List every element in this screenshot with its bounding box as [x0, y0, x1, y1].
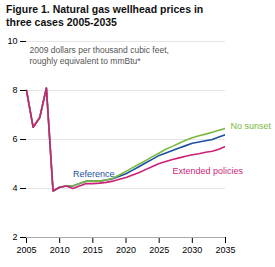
svg-text:10: 10 [7, 36, 17, 46]
svg-text:8: 8 [12, 85, 17, 95]
svg-text:2025: 2025 [149, 245, 169, 255]
svg-text:2030: 2030 [182, 245, 202, 255]
svg-text:2: 2 [12, 232, 17, 242]
svg-text:2035: 2035 [215, 245, 235, 255]
svg-text:2010: 2010 [50, 245, 70, 255]
svg-text:No sunset: No sunset [231, 121, 272, 131]
svg-text:6: 6 [12, 134, 17, 144]
svg-text:4: 4 [12, 183, 17, 193]
svg-text:2020: 2020 [116, 245, 136, 255]
html-text:Figure 1. Natural gas wellhead: Figure 1. Natural gas wellhead prices in… [6, 3, 204, 28]
svg-text:2005: 2005 [16, 245, 36, 255]
svg-text:2009 dollars per thousand cubi: 2009 dollars per thousand cubic feet,rou… [30, 45, 169, 66]
svg-text:2015: 2015 [83, 245, 103, 255]
svg-text:Extended policies: Extended policies [172, 166, 243, 176]
svg-text:Reference: Reference [73, 169, 115, 179]
